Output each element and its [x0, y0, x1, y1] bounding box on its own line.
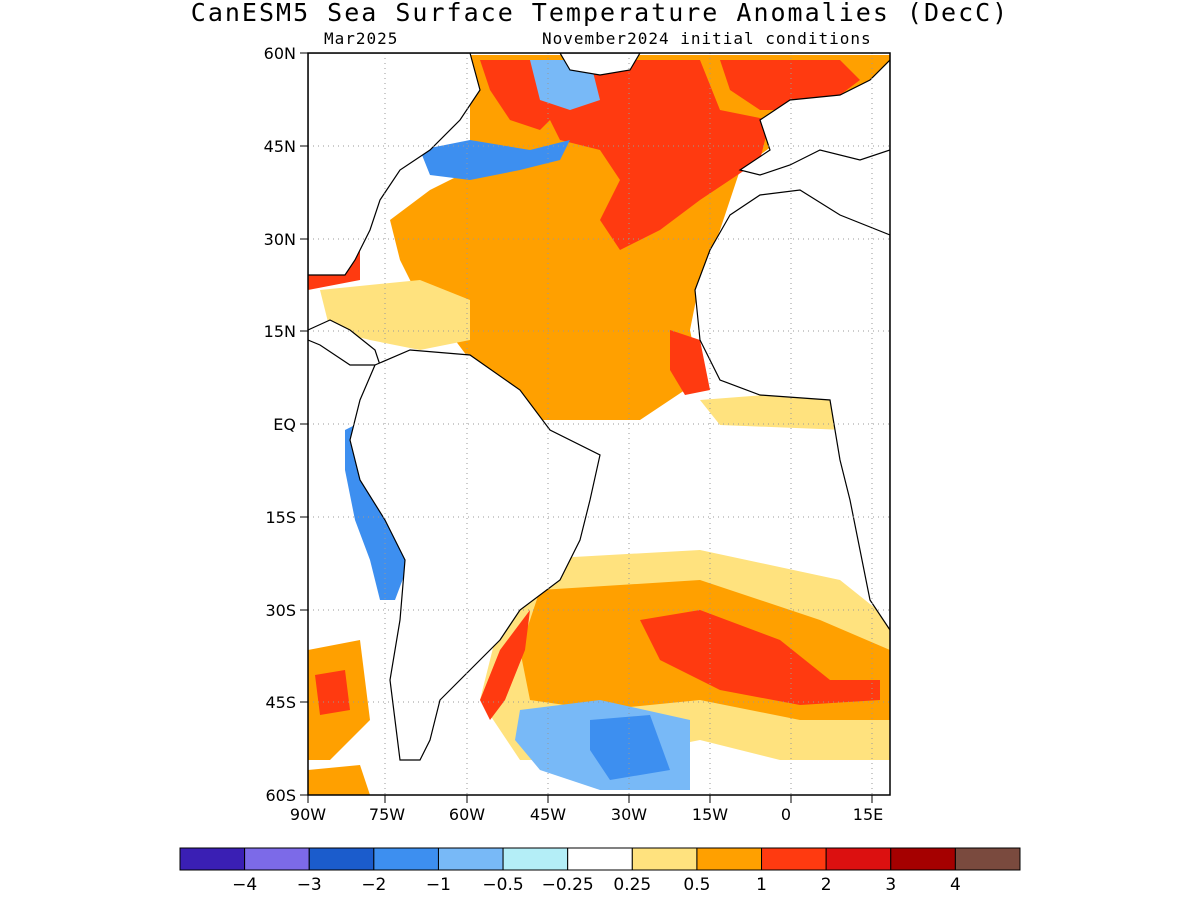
equatorial-pale-warm	[700, 390, 845, 430]
lon-label: 30W	[611, 805, 647, 824]
lat-label: 30S	[265, 601, 296, 620]
lon-label: 60W	[449, 805, 485, 824]
colorbar-swatch	[954, 847, 1021, 871]
colorbar-swatch	[890, 847, 956, 871]
greenland-land	[559, 53, 641, 76]
lon-label: 45W	[530, 805, 566, 824]
lat-label: 15S	[265, 508, 296, 527]
colorbar-label: −0.25	[542, 875, 594, 895]
south-america-land	[349, 349, 601, 761]
lon-label: 15E	[853, 805, 883, 824]
lat-label: 45S	[265, 693, 296, 712]
south-atlantic-warm-core	[640, 610, 880, 705]
lat-label: 30N	[264, 230, 296, 249]
colorbar-label: −3	[297, 875, 322, 895]
colorbar-swatch	[244, 847, 310, 871]
colorbar-swatch	[179, 847, 246, 871]
colorbar-swatch	[308, 847, 375, 871]
colorbar-label: 1	[756, 875, 767, 895]
lon-label: 0	[781, 805, 791, 824]
colorbar-label: 2	[821, 875, 832, 895]
lon-label: 90W	[290, 805, 326, 824]
initial-conditions-label: November2024 initial conditions	[542, 29, 872, 48]
colorbar-swatch	[825, 847, 892, 871]
colorbar-swatch	[761, 847, 827, 871]
lat-label: 60N	[264, 44, 296, 63]
colorbar-label: 0.25	[613, 875, 651, 895]
lat-label: 45N	[264, 137, 296, 156]
southeast-pacific-warm-core	[315, 670, 350, 715]
colorbar-label: 0.5	[683, 875, 710, 895]
colorbar-swatch	[437, 847, 504, 871]
north-atlantic-pale-warm	[320, 280, 470, 350]
colorbar-swatch	[631, 847, 698, 871]
longitude-labels: 90W 75W 60W 45W 30W 15W 0 15E	[290, 805, 883, 824]
latitude-labels: 60N 45N 30N 15N EQ 15S 30S 45S 60S	[264, 44, 296, 805]
europe-land	[738, 59, 890, 176]
colorbar-swatch	[373, 847, 439, 871]
gulf-stream-warm-core	[540, 60, 770, 250]
colorbar-label: 4	[950, 875, 961, 895]
newfoundland-cold-anomaly	[420, 140, 570, 180]
north-america-land	[308, 53, 481, 276]
colorbar-swatch	[502, 847, 569, 871]
map-title: CanESM5 Sea Surface Temperature Anomalie…	[190, 0, 1010, 27]
colorbar-swatch	[696, 847, 763, 871]
colorbar-swatch	[567, 847, 633, 871]
brazil-current-warm-core	[480, 610, 530, 720]
africa-land	[694, 189, 890, 632]
colorbar-label: −1	[426, 875, 451, 895]
axis-ticks	[300, 52, 873, 803]
lat-label: 15N	[264, 322, 296, 341]
east-tropical-warm-spot	[670, 330, 710, 395]
colorbar-label: −0.5	[482, 875, 523, 895]
colorbar-label: 3	[885, 875, 896, 895]
colorbar: −4 −3 −2 −1 −0.5 −0.25 0.25 0.5 1 2 3 4	[179, 847, 1021, 895]
graticule	[308, 53, 890, 795]
southern-ocean-cold-core	[590, 715, 670, 780]
lon-label: 15W	[692, 805, 728, 824]
forecast-month: Mar2025	[324, 29, 399, 48]
lat-label: 60S	[265, 786, 296, 805]
lat-label: EQ	[273, 415, 296, 434]
lon-label: 75W	[369, 805, 405, 824]
drake-passage-warm	[308, 765, 370, 795]
colorbar-label: −4	[232, 875, 257, 895]
colorbar-label: −2	[361, 875, 386, 895]
